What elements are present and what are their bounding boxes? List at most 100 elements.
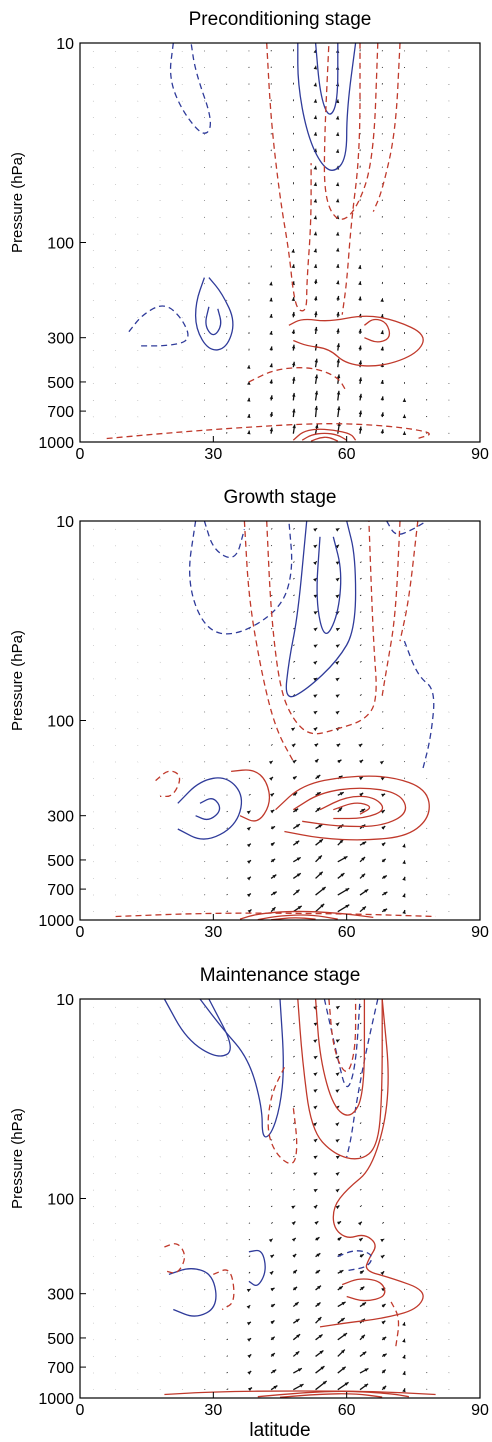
flux-arrow	[293, 1039, 295, 1041]
positive-contour	[243, 520, 294, 762]
flux-arrow-head	[336, 311, 340, 316]
flux-arrow-head	[318, 1334, 323, 1339]
flux-arrow-head	[295, 840, 300, 845]
flux-arrow-head	[315, 424, 319, 429]
flux-arrow	[204, 894, 206, 896]
flux-arrow-head	[335, 231, 340, 236]
flux-arrow-head	[360, 1286, 365, 1291]
negative-contour	[168, 1268, 217, 1317]
panel-title: Maintenance stage	[200, 965, 361, 986]
flux-arrow-head	[291, 249, 295, 253]
positive-contour	[292, 428, 357, 441]
flux-arrow-head	[336, 295, 340, 300]
flux-arrow-head	[316, 807, 321, 812]
flux-arrow-head	[383, 891, 388, 896]
flux-arrow-head	[357, 1221, 362, 1226]
flux-arrow-head	[246, 810, 251, 815]
flux-arrow-head	[358, 296, 362, 301]
flux-arrow-head	[335, 661, 340, 665]
flux-arrow-head	[343, 856, 348, 860]
flux-arrow	[270, 1022, 273, 1025]
flux-arrow-head	[247, 860, 251, 864]
wave-flux-arrows	[93, 1005, 450, 1393]
x-tick-label: 60	[338, 924, 356, 941]
flux-arrow-head	[313, 248, 317, 253]
x-tick-label: 30	[204, 1402, 222, 1419]
flux-arrow	[270, 1039, 273, 1041]
flux-arrow	[359, 1172, 362, 1174]
flux-arrow-head	[340, 1317, 345, 1322]
flux-arrow-head	[312, 1122, 317, 1127]
flux-arrow-head	[313, 264, 318, 269]
flux-arrow-head	[335, 149, 340, 154]
flux-arrow-head	[246, 1321, 251, 1326]
flux-arrow-head	[358, 776, 363, 781]
positive-contour	[364, 318, 391, 343]
flux-arrow-head	[335, 594, 340, 599]
x-tick-label: 60	[338, 446, 356, 463]
flux-arrow-head	[313, 82, 317, 87]
flux-arrow-head	[335, 528, 340, 532]
flux-arrow	[359, 1022, 362, 1025]
flux-arrow-head	[340, 873, 345, 877]
x-axis-label: latitude	[249, 1420, 310, 1441]
flux-arrow	[270, 744, 273, 746]
flux-arrow	[293, 710, 295, 713]
flux-arrow-head	[380, 346, 384, 351]
positive-contour	[239, 910, 374, 920]
negative-contour	[337, 1250, 373, 1272]
flux-arrow-head	[292, 408, 296, 413]
flux-arrow-head	[335, 1006, 340, 1010]
plot-frame	[79, 42, 481, 443]
flux-arrow-head	[339, 839, 344, 844]
flux-arrow-head	[335, 577, 340, 582]
flux-arrow-head	[335, 677, 340, 682]
flux-arrow-head	[318, 871, 323, 876]
flux-arrow-head	[359, 1254, 364, 1258]
flux-arrow-head	[272, 1369, 277, 1374]
flux-arrow-head	[336, 343, 341, 348]
flux-arrow-head	[292, 1254, 297, 1258]
flux-arrow-head	[402, 843, 406, 848]
flux-arrow-head	[335, 1205, 340, 1210]
y-tick-label: 300	[47, 331, 74, 348]
flux-arrow-head	[382, 1336, 387, 1341]
y-tick-label: 500	[47, 1331, 74, 1348]
negative-contour	[203, 520, 246, 559]
flux-arrow-head	[358, 265, 362, 270]
flux-arrow	[359, 727, 362, 730]
contour-lines	[106, 42, 430, 442]
wave-flux-arrows	[92, 49, 450, 435]
flux-arrow-head	[248, 1387, 252, 1392]
flux-arrow-head	[270, 1336, 275, 1341]
flux-arrow	[359, 644, 362, 647]
flux-arrow-head	[246, 1288, 251, 1293]
flux-arrow-head	[269, 346, 273, 351]
flux-arrow-head	[322, 1380, 327, 1385]
flux-arrow-head	[313, 528, 318, 532]
flux-arrow-head	[247, 414, 251, 418]
flux-arrow-head	[270, 809, 275, 814]
flux-arrow-head	[316, 775, 321, 779]
y-tick-label: 300	[47, 1287, 74, 1304]
x-tick-label: 30	[204, 924, 222, 941]
flux-arrow	[381, 644, 384, 647]
positive-contour	[257, 1390, 410, 1398]
flux-arrow-head	[293, 1269, 297, 1274]
flux-arrow	[248, 1139, 250, 1141]
contour-lines	[115, 520, 436, 921]
x-tick-label: 90	[471, 1402, 489, 1419]
positive-contour	[319, 795, 384, 820]
flux-arrow-head	[297, 905, 302, 910]
flux-arrow-head	[247, 1354, 252, 1359]
flux-arrow-head	[246, 893, 251, 898]
flux-arrow-head	[292, 760, 297, 764]
flux-arrow	[248, 777, 251, 780]
flux-arrow	[381, 1089, 384, 1091]
flux-arrow-head	[336, 280, 340, 285]
flux-arrow-head	[270, 842, 275, 847]
flux-arrow-head	[380, 380, 384, 384]
flux-arrow-head	[402, 1338, 406, 1343]
flux-arrow	[270, 1122, 273, 1125]
flux-arrow-head	[313, 644, 318, 648]
